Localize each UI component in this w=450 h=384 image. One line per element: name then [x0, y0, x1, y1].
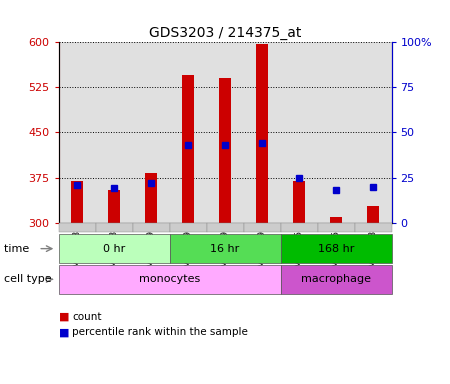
Text: cell type: cell type [4, 274, 56, 285]
Text: 0 hr: 0 hr [103, 243, 125, 254]
Text: monocytes: monocytes [139, 274, 200, 285]
Text: percentile rank within the sample: percentile rank within the sample [72, 327, 248, 337]
Bar [219, 78, 231, 223]
Text: 168 hr: 168 hr [318, 243, 354, 254]
Bar [108, 190, 121, 223]
Text: ■: ■ [58, 327, 69, 337]
Text: ■: ■ [58, 312, 69, 322]
Text: 16 hr: 16 hr [211, 243, 239, 254]
Title: GDS3203 / 214375_at: GDS3203 / 214375_at [149, 26, 301, 40]
Bar [144, 173, 158, 223]
Bar [329, 217, 342, 223]
Bar [256, 44, 269, 223]
Text: macrophage: macrophage [301, 274, 371, 285]
Bar [181, 75, 194, 223]
Bar [367, 206, 379, 223]
Bar [71, 180, 84, 223]
Text: count: count [72, 312, 102, 322]
Text: time: time [4, 243, 33, 254]
Bar [292, 180, 306, 223]
